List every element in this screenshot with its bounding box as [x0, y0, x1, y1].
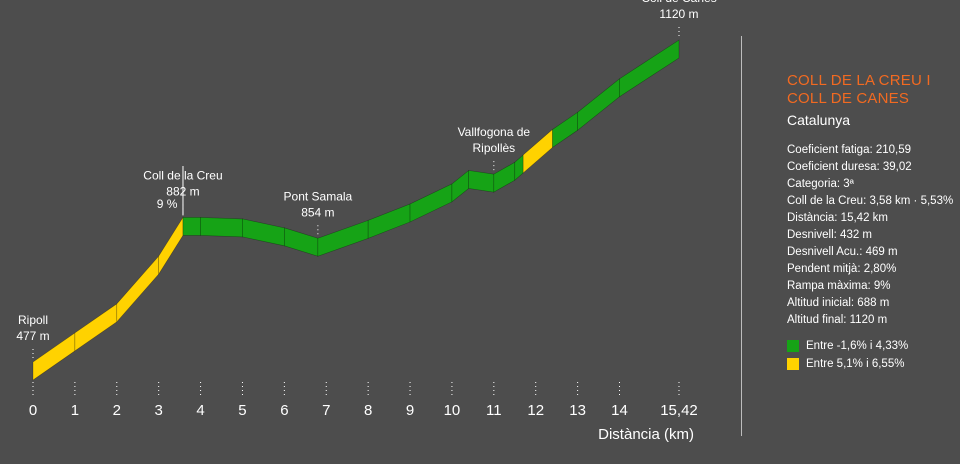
profile-segment [451, 169, 469, 203]
profile-segment [200, 217, 243, 238]
profile-segment [284, 227, 319, 257]
x-tick-label: 5 [238, 402, 246, 419]
x-tick-label: 6 [280, 402, 288, 419]
annotation-label: Ripollès [472, 141, 515, 155]
profile-segment [409, 183, 453, 223]
x-tick-label: 15,42 [660, 402, 698, 419]
x-tick-label: 8 [364, 402, 372, 419]
annotation-label: Ripoll [18, 313, 48, 327]
stat-cumulative-gain: Desnivell Acu.: 469 m [787, 246, 898, 258]
x-axis-label: Distància (km) [598, 426, 694, 443]
stat-max-gradient: Rampa màxima: 9% [787, 280, 891, 292]
annotation-label: Pont Samala [284, 189, 353, 203]
profile-segment [158, 216, 184, 276]
stat-average-gradient: Pendent mitjà: 2,80% [787, 263, 897, 275]
profile-segment [242, 218, 285, 247]
profile-segment [514, 154, 524, 181]
legend-item-green: Entre -1,6% i 4,33% [787, 337, 957, 355]
x-tick-label: 4 [196, 402, 204, 419]
profile-layer [32, 39, 680, 381]
legend-label-yellow: Entre 5,1% i 6,55% [806, 358, 905, 370]
climb-title-line-2: COLL DE CANES [787, 90, 910, 107]
profile-segment [367, 203, 411, 239]
profile-segment [619, 39, 680, 98]
stat-fatigue: Coeficient fatiga: 210,59 [787, 144, 912, 156]
profile-segment [577, 78, 620, 131]
annotation: Pont Samala 854 m [284, 189, 353, 235]
x-tick-label: 11 [486, 402, 502, 419]
x-tick-label: 10 [444, 402, 461, 419]
profile-segment [116, 255, 159, 323]
profile-segment [552, 111, 578, 149]
annotation: Coll de Canes 1120 m [641, 0, 717, 36]
x-tick-label: 13 [569, 402, 586, 419]
stat-distance: Distància: 15,42 km [787, 212, 888, 224]
stat-end-altitude: Altitud final: 1120 m [787, 314, 888, 326]
profile-segment [74, 303, 118, 352]
stat-hardness: Coeficient duresa: 39,02 [787, 161, 912, 173]
legend-item-yellow: Entre 5,1% i 6,55% [787, 355, 957, 373]
annotation-label: Coll de Canes [641, 0, 716, 5]
stats-list: Coeficient fatiga: 210,59 Coeficient dur… [787, 142, 957, 329]
legend-swatch-green [787, 340, 799, 352]
x-tick-label: 0 [29, 402, 37, 419]
x-tick-label: 9 [406, 402, 414, 419]
annotation-label: 1120 m [659, 7, 698, 21]
x-tick-label: 3 [155, 402, 163, 419]
panel-divider [741, 36, 742, 436]
stat-category: Categoria: 3ª [787, 178, 854, 190]
x-tick-label: 1 [71, 402, 79, 419]
slope-label: 9 % [157, 197, 178, 211]
annotation-label: Vallfogona de [458, 125, 531, 139]
annotation: Ripoll 477 m [16, 313, 50, 358]
profile-segment [468, 170, 495, 193]
region-label: Catalunya [787, 112, 851, 128]
x-tick-label: 12 [527, 402, 544, 419]
x-tick-label: 2 [113, 402, 121, 419]
profile-segment [493, 161, 516, 193]
stat-coll-de-la-creu: Coll de la Creu: 3,58 km · 5,53% [787, 195, 954, 207]
x-tick-label: 7 [322, 402, 330, 419]
stat-elevation-gain: Desnivell: 432 m [787, 229, 873, 241]
annotation-label: 477 m [16, 329, 49, 343]
legend-label-green: Entre -1,6% i 4,33% [806, 340, 909, 352]
stat-start-altitude: Altitud inicial: 688 m [787, 297, 890, 309]
climb-title-line-1: COLL DE LA CREU I [787, 72, 931, 89]
profile-segment [182, 217, 201, 236]
climb-title: COLL DE LA CREU I COLL DE CANES [787, 72, 957, 108]
annotation: Vallfogona de Ripollès [458, 125, 531, 171]
profile-segment [317, 219, 369, 257]
x-tick-label: 14 [611, 402, 628, 419]
annotation-label: 854 m [301, 205, 334, 219]
info-panel: COLL DE LA CREU I COLL DE CANES Cataluny… [787, 72, 957, 373]
legend-swatch-yellow [787, 358, 799, 370]
legend: Entre -1,6% i 4,33% Entre 5,1% i 6,55% [787, 337, 957, 373]
